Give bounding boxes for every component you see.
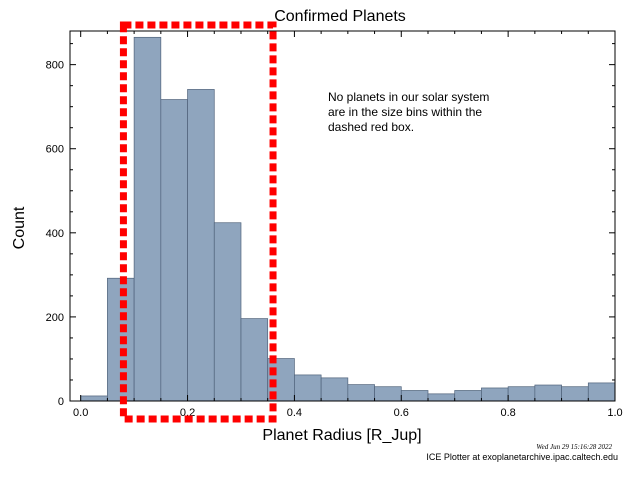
histogram-bar-4 xyxy=(187,89,215,402)
x-tick-label: 0.6 xyxy=(394,407,409,419)
plot-frame xyxy=(69,30,616,402)
chart-title: Confirmed Planets xyxy=(274,8,406,25)
y-tick-label: 200 xyxy=(46,312,64,324)
histogram-bar-12 xyxy=(400,390,429,402)
histogram-bar-19 xyxy=(587,382,616,402)
credit-text: ICE Plotter at exoplanetarchive.ipac.cal… xyxy=(426,452,618,462)
x-tick-label: 0.4 xyxy=(287,407,302,419)
x-tick-label: 0.0 xyxy=(73,407,88,419)
histogram-bar-11 xyxy=(374,386,402,402)
annotation-text: No planets in our solar system are in th… xyxy=(328,90,489,134)
histogram-bar-3 xyxy=(160,99,188,402)
x-tick-label: 1.0 xyxy=(607,407,622,419)
y-tick-label: 0 xyxy=(58,396,64,408)
histogram-bar-5 xyxy=(213,222,242,402)
histogram-bar-17 xyxy=(534,384,562,402)
histogram-bar-6 xyxy=(240,318,269,402)
x-tick-label: 0.8 xyxy=(500,407,515,419)
histogram-bar-2 xyxy=(133,36,162,402)
y-tick-label: 400 xyxy=(46,228,64,240)
histogram-bar-18 xyxy=(561,386,589,402)
histogram-bar-10 xyxy=(347,384,375,402)
histogram-bar-14 xyxy=(454,390,482,402)
histogram-bar-9 xyxy=(320,377,349,402)
histogram-bar-15 xyxy=(481,387,509,402)
histogram-bar-16 xyxy=(507,386,536,402)
bars-group xyxy=(80,36,616,402)
highlight-box xyxy=(119,21,277,423)
annotation-line-1: No planets in our solar system xyxy=(328,90,489,104)
x-axis-label: Planet Radius [R_Jup] xyxy=(262,427,421,444)
timestamp: Wed Jun 29 15:16:28 2022 xyxy=(536,443,612,451)
y-tick-label: 600 xyxy=(46,144,64,156)
histogram-bar-8 xyxy=(294,374,322,402)
annotation-line-3: dashed red box. xyxy=(328,120,414,134)
y-axis-label: Count xyxy=(11,206,28,249)
annotation-line-2: are in the size bins within the xyxy=(328,105,482,119)
y-tick-label: 800 xyxy=(46,60,64,72)
histogram-bar-13 xyxy=(427,393,456,402)
histogram-bar-0 xyxy=(80,395,108,402)
